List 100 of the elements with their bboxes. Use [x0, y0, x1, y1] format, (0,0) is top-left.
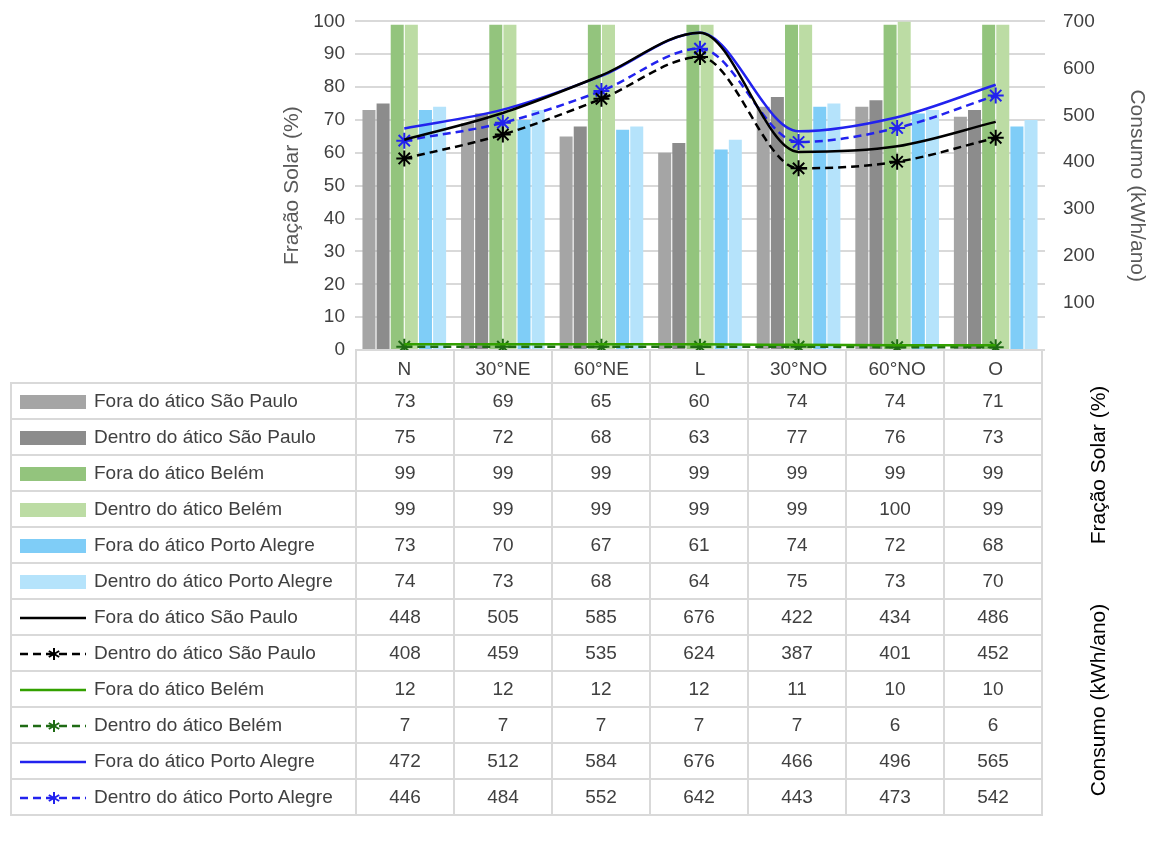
data-label: 69 [454, 383, 552, 419]
x-tick-label: L [694, 357, 706, 379]
bar [968, 110, 982, 349]
data-label: 74 [748, 383, 846, 419]
y2-tick-label: 100 [1063, 291, 1095, 313]
point [493, 125, 512, 144]
bar [362, 110, 376, 349]
point [493, 113, 512, 132]
data-label: 99 [356, 491, 454, 527]
data-label: 387 [748, 635, 846, 671]
data-label: 452 [944, 635, 1042, 671]
data-label: 61 [650, 527, 748, 563]
bar [517, 119, 531, 349]
data-label: 552 [552, 779, 650, 815]
data-label: 12 [650, 671, 748, 707]
data-label: 73 [846, 563, 944, 599]
data-label: 73 [356, 527, 454, 563]
bar [418, 110, 432, 349]
text: Fração Solar (%) [1086, 385, 1110, 545]
bar [799, 24, 813, 349]
y-tick-label: 70 [323, 108, 345, 130]
y-tick-label: 20 [323, 272, 345, 294]
bar [503, 24, 517, 349]
data-label: 443 [748, 779, 846, 815]
data-label: 512 [454, 743, 552, 779]
data-label: 74 [846, 383, 944, 419]
bar [672, 142, 686, 349]
data-label: 12 [454, 671, 552, 707]
legend-label: Fora do ático São Paulo [11, 383, 356, 419]
data-label: 68 [944, 527, 1042, 563]
bar [897, 21, 911, 349]
data-label: 496 [846, 743, 944, 779]
data-label: 584 [552, 743, 650, 779]
y-tick-label: 10 [323, 305, 345, 327]
point [986, 86, 1005, 105]
y-tick-label: 100 [313, 9, 345, 31]
bar [953, 116, 967, 349]
data-label: 6 [944, 707, 1042, 743]
y-tick-label: 90 [323, 42, 345, 64]
data-label: 99 [748, 491, 846, 527]
y2-tick-label: 300 [1063, 197, 1095, 219]
bar [559, 136, 573, 349]
data-label: 542 [944, 779, 1042, 815]
data-label: 99 [846, 455, 944, 491]
data-label: 74 [748, 527, 846, 563]
data-label: 63 [650, 419, 748, 455]
x-tick-label: N [397, 357, 412, 379]
legend-label: Dentro do ático Belém [11, 491, 356, 527]
data-label: 68 [552, 419, 650, 455]
x-tick-label: 60°NO [868, 357, 926, 379]
data-label: 401 [846, 635, 944, 671]
data-label: 71 [944, 383, 1042, 419]
data-label: 73 [356, 383, 454, 419]
data-label: 99 [650, 491, 748, 527]
bar [616, 129, 630, 349]
data-label: 11 [748, 671, 846, 707]
point [691, 48, 709, 67]
bar [925, 110, 939, 349]
point [986, 128, 1005, 147]
bar [770, 96, 784, 349]
data-label: 7 [356, 707, 454, 743]
bar [686, 24, 700, 349]
bar [728, 139, 742, 349]
y2-tick-label: 600 [1063, 56, 1095, 78]
data-label: 70 [454, 527, 552, 563]
text: Consumo (kWh/ano) [1086, 603, 1110, 797]
data-label: 6 [846, 707, 944, 743]
data-label: 7 [552, 707, 650, 743]
data-label: 10 [846, 671, 944, 707]
y-tick-label: 30 [323, 239, 345, 261]
bar [996, 24, 1010, 349]
bar [461, 123, 475, 349]
bar [475, 113, 489, 349]
data-label: 99 [650, 455, 748, 491]
data-label: 74 [356, 563, 454, 599]
y-tick-label: 80 [323, 75, 345, 97]
x-tick-label: 30°NO [769, 357, 828, 379]
bar [658, 152, 672, 349]
data-label: 446 [356, 779, 454, 815]
data-label: 422 [748, 599, 846, 635]
bar [601, 24, 615, 349]
bar [785, 24, 799, 349]
point [789, 159, 808, 178]
legend-label: Fora do ático Porto Alegre [11, 527, 356, 563]
data-label: 73 [944, 419, 1042, 455]
data-label: 67 [552, 527, 650, 563]
data-label: 642 [650, 779, 748, 815]
point [888, 152, 907, 171]
data-label: 99 [748, 455, 846, 491]
data-label: 70 [944, 563, 1042, 599]
data-label: 99 [454, 491, 552, 527]
point [395, 131, 414, 150]
bar [404, 24, 418, 349]
bar [376, 103, 390, 349]
y-tick-label: 60 [323, 141, 345, 163]
bar [630, 126, 644, 349]
data-label: 434 [846, 599, 944, 635]
data-label: 75 [356, 419, 454, 455]
bar [756, 106, 770, 349]
legend-label: Dentro do ático São Paulo [11, 635, 356, 671]
